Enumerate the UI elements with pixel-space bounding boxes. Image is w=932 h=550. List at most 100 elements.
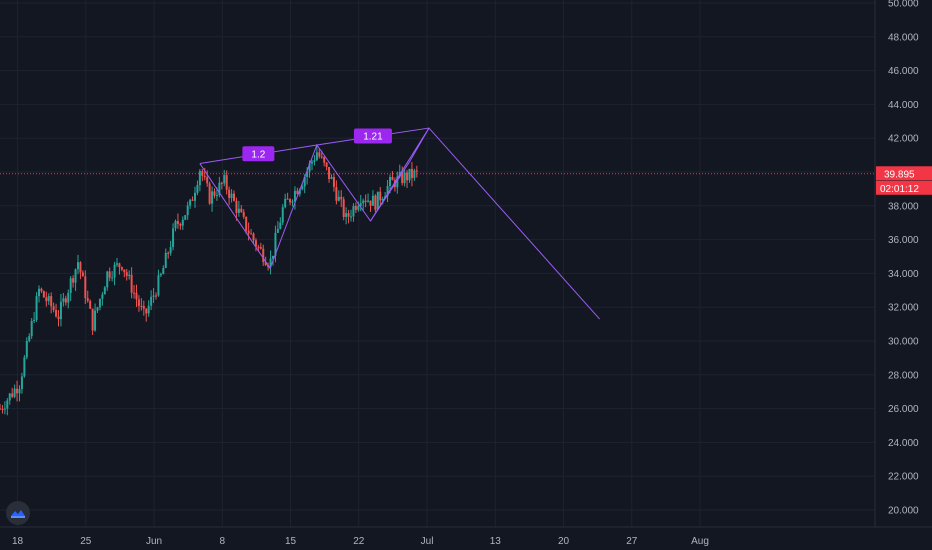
tradingview-logo-icon[interactable] [6,501,30,525]
candle-body [42,291,45,298]
candle-body [401,172,404,184]
price-axis-tick-label: 46.000 [888,66,919,77]
candle-body [169,247,172,254]
candle-body [337,196,340,201]
candle-body [298,189,301,194]
candle-body [118,263,121,268]
candle-body [325,162,328,167]
candle-body [369,200,372,206]
candle-body [330,177,333,179]
candle-body [198,170,201,186]
candle-body [301,186,304,190]
candle-body [403,172,406,184]
candle-body [167,252,170,254]
time-axis-tick-label: 18 [12,536,24,547]
candle-body [237,208,240,213]
candle-body [323,157,326,163]
candle-body [296,190,299,194]
price-axis-tick-label: 44.000 [888,100,919,111]
price-axis-tick-label: 42.000 [888,134,919,145]
candle-body [35,296,38,320]
time-axis-tick-label: 15 [285,536,297,547]
candle-body [128,274,131,277]
candle-body [103,287,106,295]
time-axis[interactable]: 18 25 Jun 8 15 22 Jul 13 20 27 Aug [12,536,709,547]
candle-body [77,262,79,270]
candle-body [318,152,321,157]
candle-body [410,168,413,178]
candle-body [345,213,348,217]
candle-body [142,305,145,309]
candle-body [67,292,70,303]
candle-body [391,176,394,181]
candle-body [379,191,382,201]
candle-body [347,213,350,217]
candle-body [415,170,418,172]
pattern-connector-line[interactable] [370,127,430,222]
candle-body [108,271,111,278]
candle-body [38,288,40,297]
candle-body [145,308,148,314]
candle-body [272,255,274,259]
candle-body [218,182,221,195]
candle-body [28,336,31,342]
candle-body [11,393,14,397]
time-axis-tick-label: 22 [353,536,365,547]
candle-body [140,305,143,307]
candle-body [52,306,55,311]
time-axis-tick-label: 20 [558,536,570,547]
candle-body [96,307,99,311]
candle-body [254,240,257,247]
candle-body [281,207,284,223]
ratio-labels: 1.2 1.21 [242,128,392,162]
candle-body [33,319,36,322]
candle-body [291,201,294,203]
candle-body [0,408,1,410]
candle-body [162,267,165,275]
candle-body [240,208,243,213]
candle-body [30,321,33,337]
candle-body [386,185,389,197]
last-price-tag [876,166,932,181]
candle-body [315,152,318,161]
candle-body [279,222,282,229]
candle-body [111,277,114,279]
candle-body [113,264,116,278]
candle-body [79,262,82,273]
candle-body [242,212,245,217]
candle-body [196,185,199,193]
ratio-label: 1.2 [251,149,265,160]
candle-body [101,294,104,299]
candle-body [396,176,399,188]
countdown-tag [876,180,932,195]
price-axis-tick-label: 28.000 [888,370,919,381]
candle-body [284,198,287,208]
candle-body [116,263,118,265]
candle-body [250,233,253,235]
candle-body [172,228,175,248]
candle-body [8,393,11,401]
price-axis-tick-label: 20.000 [888,506,919,517]
candle-body [286,198,289,200]
candle-body [228,189,231,199]
candle-body [86,298,89,301]
candle-body [223,175,226,184]
candle-body [303,176,306,187]
candle-body [213,191,216,196]
candle-body [335,186,338,201]
candle-body [413,170,416,178]
candle-body [274,232,277,256]
candle-body [406,172,409,181]
candle-body [364,200,367,202]
candle-body [57,316,60,320]
candle-body [376,191,379,210]
candle-body [184,215,187,220]
candle-body [18,389,21,394]
candle-body [332,177,335,187]
time-axis-tick-label: Jul [421,536,434,547]
candle-body [189,199,192,206]
candle-body [40,288,43,292]
candle-body [133,292,136,294]
